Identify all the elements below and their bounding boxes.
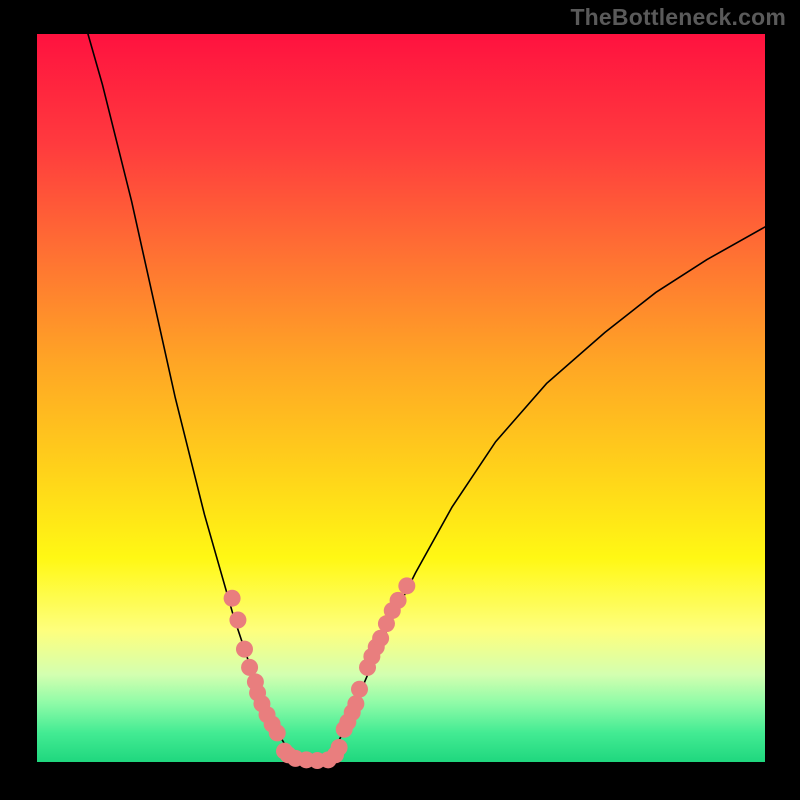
watermark-text: TheBottleneck.com [570, 4, 786, 31]
scatter-point [236, 641, 253, 658]
scatter-point [372, 630, 389, 647]
scatter-point [331, 739, 348, 756]
chart-container: TheBottleneck.com [0, 0, 800, 800]
scatter-point [229, 612, 246, 629]
scatter-point [269, 724, 286, 741]
scatter-point [398, 577, 415, 594]
scatter-point [390, 592, 407, 609]
gradient-background [37, 34, 765, 762]
scatter-point [347, 695, 364, 712]
scatter-point [351, 681, 368, 698]
scatter-point [241, 659, 258, 676]
bottleneck-chart [0, 0, 800, 800]
scatter-point [224, 590, 241, 607]
